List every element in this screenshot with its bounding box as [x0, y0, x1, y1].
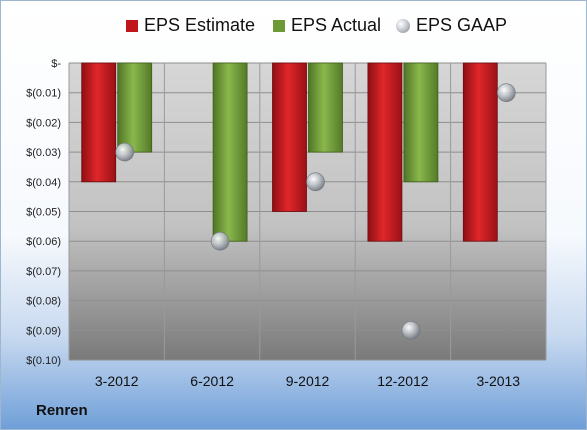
point-eps-gaap	[210, 231, 230, 251]
y-tick-label: $(0.04)	[26, 177, 61, 189]
y-tick-label: $(0.10)	[26, 355, 61, 367]
bar-eps-estimate	[81, 62, 117, 183]
y-tick-label: $-	[51, 58, 61, 70]
legend-swatch-estimate	[126, 19, 138, 32]
x-tick-label: 3-2013	[477, 373, 521, 389]
y-tick-label: $(0.02)	[26, 117, 61, 129]
legend-dot-gaap	[396, 18, 410, 33]
legend-label-estimate: EPS Estimate	[144, 15, 256, 35]
point-eps-gaap	[115, 142, 134, 162]
x-tick-label: 6-2012	[190, 373, 234, 389]
x-tick-label: 9-2012	[286, 373, 330, 389]
legend-label-gaap: EPS GAAP	[416, 15, 508, 35]
y-tick-label: $(0.06)	[26, 236, 61, 248]
bar-eps-actual	[117, 62, 153, 153]
legend-item-eps-actual: EPS Actual	[273, 15, 381, 36]
bar-eps-actual	[212, 62, 248, 242]
legend-label-actual: EPS Actual	[291, 15, 382, 35]
bar-eps-actual	[403, 62, 439, 183]
point-eps-gaap	[401, 320, 421, 340]
legend-item-eps-gaap: EPS GAAP	[396, 15, 507, 36]
point-eps-gaap	[496, 83, 516, 102]
bar-eps-estimate	[462, 62, 498, 242]
bar-eps-estimate	[367, 62, 403, 242]
y-tick-label: $(0.03)	[26, 147, 61, 159]
legend-swatch-actual	[273, 19, 285, 32]
company-label: Renren	[36, 402, 88, 419]
point-eps-gaap	[306, 172, 325, 192]
y-tick-label: $(0.09)	[26, 325, 61, 337]
legend-item-eps-estimate: EPS Estimate	[126, 15, 255, 36]
bar-eps-estimate	[272, 62, 307, 212]
legend: EPS Estimate EPS Actual EPS GAAP	[1, 15, 586, 43]
y-tick-label: $(0.01)	[26, 88, 61, 100]
x-tick-label: 3-2012	[95, 373, 139, 389]
y-tick-label: $(0.05)	[26, 207, 61, 219]
bar-eps-actual	[308, 62, 343, 153]
y-tick-label: $(0.07)	[26, 266, 61, 278]
y-tick-label: $(0.08)	[26, 296, 61, 308]
x-tick-label: 12-2012	[377, 373, 429, 389]
